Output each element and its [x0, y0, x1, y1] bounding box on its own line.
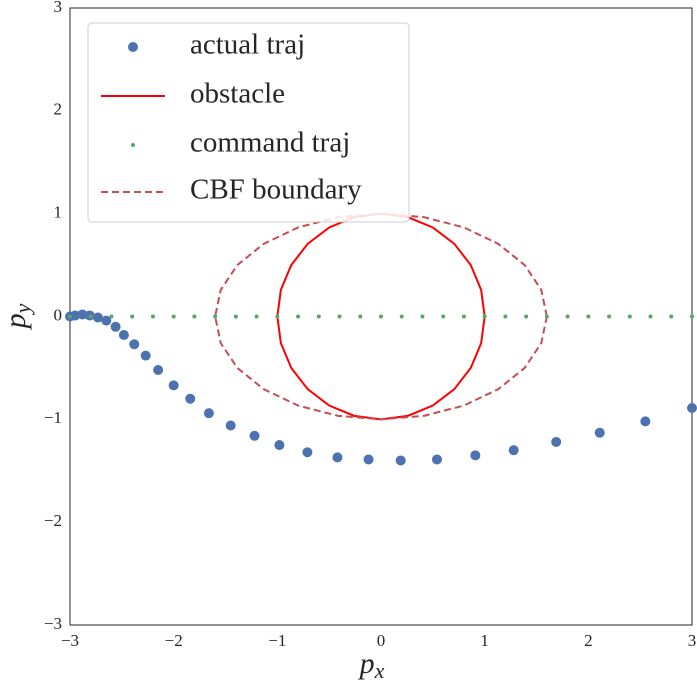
legend-label: obstacle: [190, 78, 285, 110]
legend-marker: [128, 42, 138, 52]
data-point: [669, 314, 674, 319]
data-point: [551, 436, 562, 447]
data-point: [395, 455, 406, 466]
data-point: [203, 408, 214, 419]
legend-box: [87, 22, 410, 223]
plot-area: [65, 212, 697, 466]
data-point: [337, 314, 342, 319]
data-point: [296, 314, 301, 319]
data-point: [648, 314, 653, 319]
y-tick-label: −2: [44, 511, 62, 530]
legend-marker: [131, 143, 135, 147]
legend-label: CBF boundary: [190, 174, 362, 206]
legend-label: actual traj: [190, 29, 305, 61]
x-tick-label: 2: [584, 631, 593, 650]
data-point: [544, 314, 549, 319]
y-tick-label: 3: [54, 0, 63, 16]
data-point: [225, 420, 236, 431]
x-tick-label: −2: [165, 631, 183, 650]
x-tick-label: 1: [480, 631, 489, 650]
x-axis-label: px: [358, 647, 385, 683]
data-point: [101, 315, 112, 326]
data-point: [153, 364, 164, 375]
data-point: [302, 447, 313, 458]
data-point: [150, 314, 155, 319]
x-tick-label: 3: [688, 631, 697, 650]
data-point: [332, 452, 343, 463]
data-point: [594, 427, 605, 438]
data-point: [358, 314, 363, 319]
x-tick-label: −1: [268, 631, 286, 650]
data-point: [470, 450, 481, 461]
y-tick-label: 2: [54, 100, 63, 119]
legend: actual traj obstacle command traj CBF bound…: [87, 22, 410, 223]
y-axis-label-base: p: [0, 313, 32, 330]
data-point: [254, 314, 259, 319]
data-point: [690, 314, 694, 319]
data-point: [274, 440, 285, 451]
data-point: [109, 314, 114, 319]
data-point: [130, 314, 135, 319]
data-point: [399, 314, 404, 319]
data-point: [482, 314, 487, 319]
y-axis-label: py: [0, 303, 35, 330]
data-point: [92, 312, 103, 323]
data-point: [508, 445, 519, 456]
data-point: [168, 380, 179, 391]
legend-label: command traj: [190, 127, 350, 159]
data-point: [524, 314, 529, 319]
data-point: [213, 314, 218, 319]
data-point: [420, 314, 425, 319]
y-tick-label: 1: [54, 203, 63, 222]
data-point: [503, 314, 508, 319]
data-point: [275, 314, 280, 319]
x-axis-label-sub: x: [374, 658, 385, 683]
data-point: [118, 330, 129, 341]
x-axis-label-base: p: [358, 647, 375, 680]
data-point: [441, 314, 446, 319]
data-point: [363, 454, 374, 465]
data-point: [185, 393, 196, 404]
data-point: [233, 314, 238, 319]
y-tick-label: −1: [44, 408, 62, 427]
data-point: [687, 403, 697, 414]
data-point: [565, 314, 570, 319]
data-point: [316, 314, 321, 319]
data-point: [586, 314, 591, 319]
data-point: [88, 314, 93, 319]
data-point: [192, 314, 197, 319]
data-point: [640, 416, 651, 427]
data-point: [627, 314, 632, 319]
data-point: [431, 454, 442, 465]
data-point: [379, 314, 383, 319]
data-point: [68, 314, 72, 319]
y-tick-label: −3: [44, 614, 62, 633]
data-point: [171, 314, 176, 319]
y-tick-label: 0: [54, 305, 63, 324]
data-point: [461, 314, 466, 319]
y-axis-label-sub: y: [10, 303, 35, 315]
data-point: [110, 321, 121, 332]
data-point: [607, 314, 612, 319]
data-point: [140, 350, 151, 361]
data-point: [249, 430, 260, 441]
data-point: [129, 339, 140, 350]
x-tick-label: −3: [61, 631, 79, 650]
x-tick-label: 0: [377, 631, 386, 650]
